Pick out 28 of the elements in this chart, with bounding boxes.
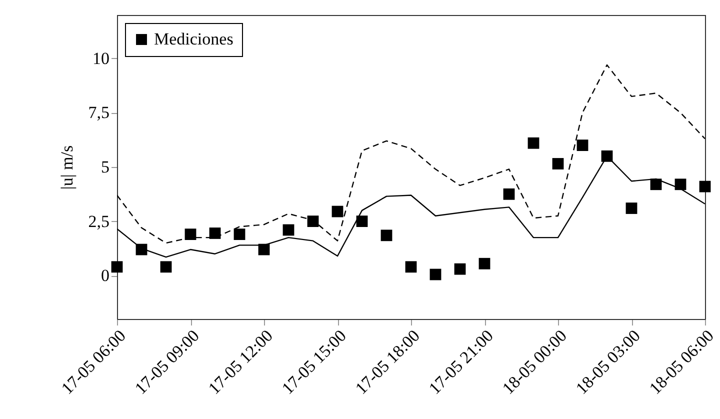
point xyxy=(111,261,123,273)
legend-label: Mediciones xyxy=(154,30,234,48)
point xyxy=(209,228,221,239)
y-tick-label: 7,5 xyxy=(88,103,110,122)
point xyxy=(478,258,490,270)
point xyxy=(160,261,172,273)
point xyxy=(282,224,294,236)
y-tick-label: 0 xyxy=(101,266,110,286)
point xyxy=(380,230,392,242)
point xyxy=(552,158,564,170)
point xyxy=(332,206,344,218)
point xyxy=(503,188,515,200)
point xyxy=(405,261,417,273)
point xyxy=(356,216,368,227)
point xyxy=(184,228,196,240)
line-series xyxy=(117,64,705,244)
y-tick-label: 2,5 xyxy=(88,212,110,231)
point xyxy=(234,228,246,240)
point xyxy=(528,137,540,149)
point xyxy=(626,202,638,214)
y-axis-title: |u| m/s xyxy=(57,145,76,190)
point xyxy=(699,180,711,192)
point xyxy=(307,216,319,227)
y-tick-label: 5 xyxy=(101,158,110,176)
point xyxy=(454,263,466,275)
y-tick-label: 10 xyxy=(92,48,110,68)
point xyxy=(576,140,588,151)
point xyxy=(430,268,442,280)
